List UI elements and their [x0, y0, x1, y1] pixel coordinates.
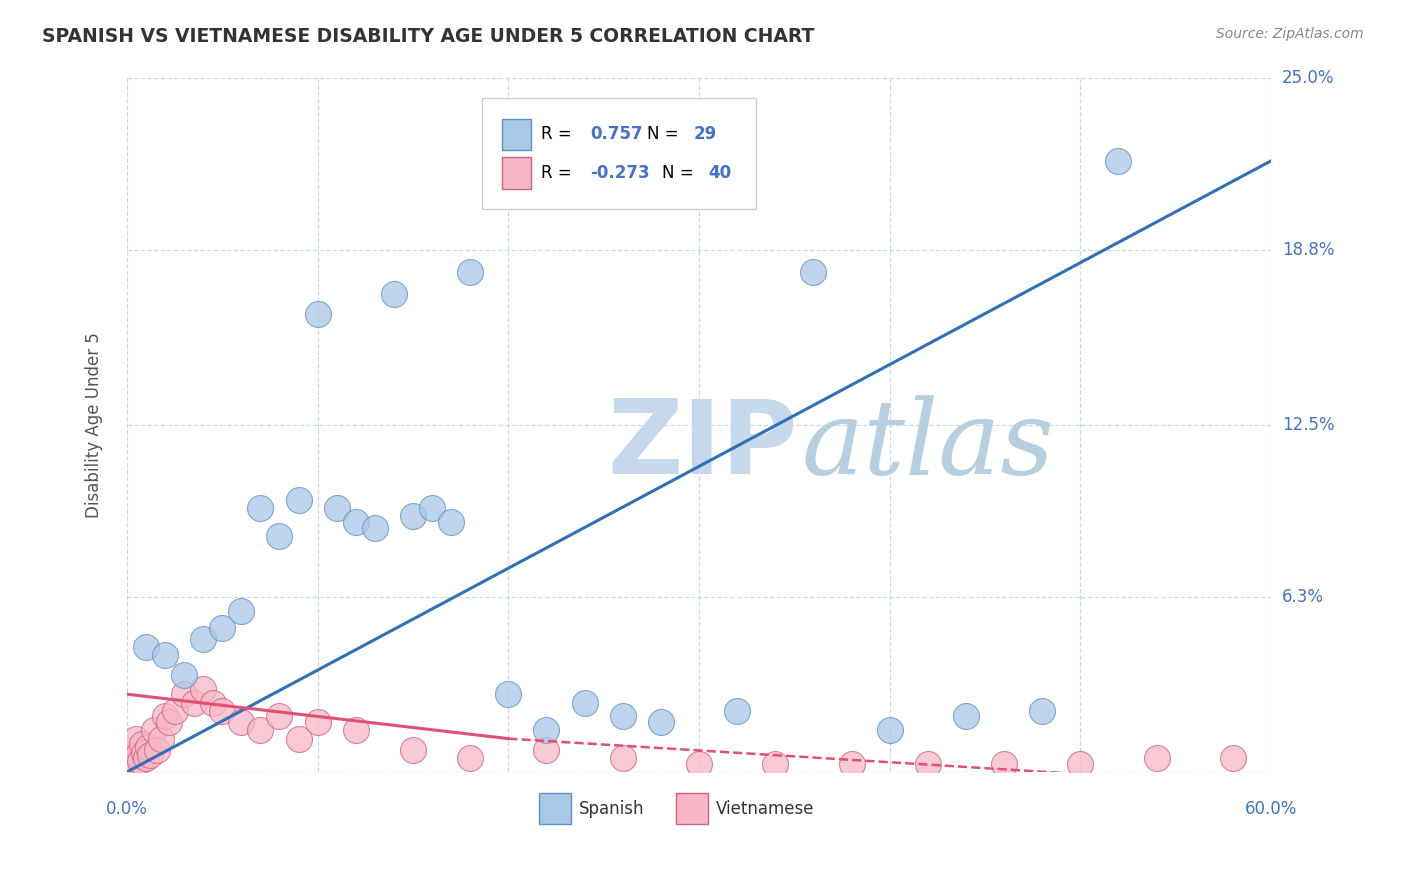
Text: Source: ZipAtlas.com: Source: ZipAtlas.com [1216, 27, 1364, 41]
Point [498, 687, 520, 701]
Point [803, 265, 825, 279]
Point [231, 604, 253, 618]
Bar [676, 793, 709, 824]
Bar [538, 793, 571, 824]
Text: 6.3%: 6.3% [1282, 588, 1324, 606]
Text: R =: R = [541, 126, 576, 144]
Point [993, 756, 1015, 771]
Text: atlas: atlas [801, 395, 1054, 496]
Point [1108, 153, 1130, 168]
Point [287, 731, 309, 746]
Point [125, 731, 148, 746]
Point [841, 756, 863, 771]
Point [1222, 751, 1244, 765]
Text: 29: 29 [693, 126, 717, 144]
Point [269, 529, 291, 543]
Point [139, 748, 162, 763]
Point [211, 704, 233, 718]
Text: ZIP: ZIP [607, 395, 797, 496]
Point [574, 696, 596, 710]
Point [917, 756, 939, 771]
Point [364, 520, 387, 534]
Point [1069, 756, 1091, 771]
Point [420, 501, 443, 516]
Point [536, 723, 558, 738]
Point [402, 509, 425, 524]
Point [1146, 751, 1168, 765]
Point [129, 754, 152, 768]
Point [955, 709, 977, 723]
Point [402, 743, 425, 757]
Text: SPANISH VS VIETNAMESE DISABILITY AGE UNDER 5 CORRELATION CHART: SPANISH VS VIETNAMESE DISABILITY AGE UND… [42, 27, 814, 45]
Point [725, 704, 748, 718]
Text: R =: R = [541, 164, 576, 182]
Point [307, 714, 329, 729]
Text: Spanish: Spanish [579, 800, 644, 818]
Point [193, 632, 215, 646]
Point [763, 756, 786, 771]
Point [135, 751, 157, 765]
Point [153, 709, 176, 723]
Point [650, 714, 672, 729]
Point [269, 709, 291, 723]
Y-axis label: Disability Age Under 5: Disability Age Under 5 [86, 332, 103, 517]
Point [127, 748, 149, 763]
Point [612, 751, 634, 765]
Point [120, 751, 142, 765]
Point [249, 501, 271, 516]
Point [458, 751, 481, 765]
Point [307, 307, 329, 321]
Point [163, 704, 186, 718]
Point [150, 731, 173, 746]
Point [136, 739, 159, 754]
Point [879, 723, 901, 738]
Text: N =: N = [648, 126, 685, 144]
Point [157, 714, 180, 729]
Point [153, 648, 176, 663]
Text: 0.0%: 0.0% [105, 800, 148, 818]
Text: -0.273: -0.273 [591, 164, 650, 182]
Point [173, 667, 195, 681]
Point [458, 265, 481, 279]
Point [131, 737, 153, 751]
Text: 0.757: 0.757 [591, 126, 643, 144]
Point [121, 743, 143, 757]
Point [132, 746, 155, 760]
Point [201, 696, 224, 710]
Point [612, 709, 634, 723]
Point [146, 743, 169, 757]
Bar [502, 120, 531, 151]
Text: 40: 40 [709, 164, 731, 182]
Text: 18.8%: 18.8% [1282, 241, 1334, 259]
Point [440, 515, 463, 529]
Point [142, 723, 165, 738]
Point [124, 756, 146, 771]
Point [536, 743, 558, 757]
Point [211, 621, 233, 635]
Point [173, 687, 195, 701]
Point [325, 501, 347, 516]
Text: Vietnamese: Vietnamese [716, 800, 814, 818]
Text: 60.0%: 60.0% [1244, 800, 1298, 818]
Point [193, 681, 215, 696]
Point [287, 492, 309, 507]
Text: 12.5%: 12.5% [1282, 416, 1334, 434]
FancyBboxPatch shape [482, 98, 756, 210]
Text: N =: N = [662, 164, 699, 182]
Point [344, 723, 367, 738]
Point [183, 696, 205, 710]
Point [382, 287, 405, 301]
Point [135, 640, 157, 654]
Point [688, 756, 710, 771]
Point [231, 714, 253, 729]
Point [249, 723, 271, 738]
Point [344, 515, 367, 529]
Point [1031, 704, 1053, 718]
Text: 25.0%: 25.0% [1282, 69, 1334, 87]
Bar [502, 157, 531, 188]
